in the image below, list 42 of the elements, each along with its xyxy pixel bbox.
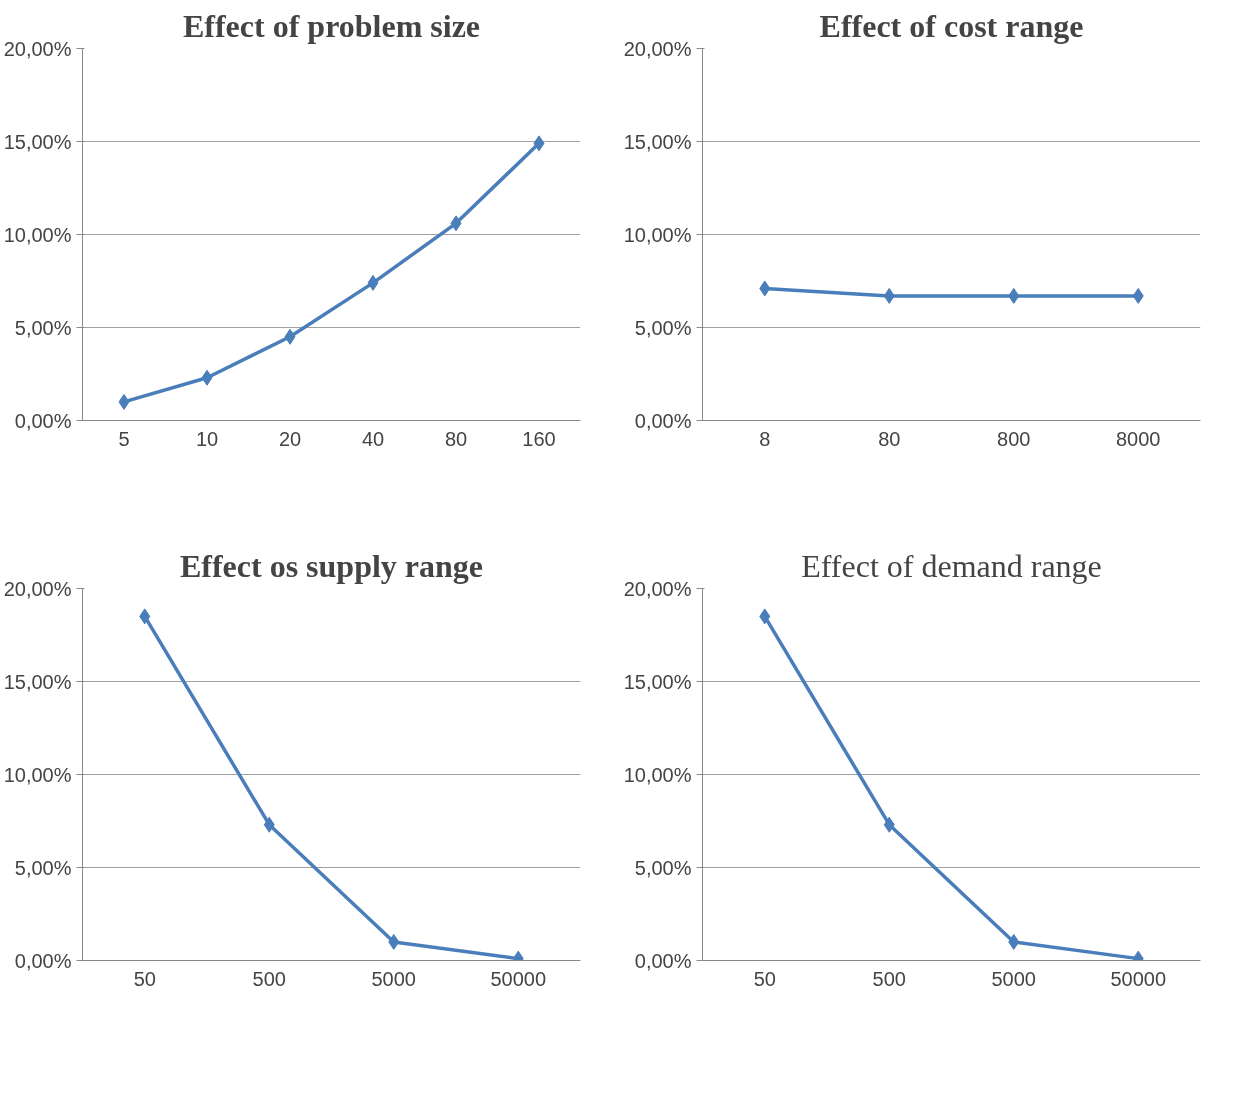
y-tick-label: 5,00% xyxy=(14,316,72,339)
chart-title: Effect of demand range xyxy=(801,547,1102,584)
y-tick-label: 20,00% xyxy=(3,37,72,60)
y-tick-label: 20,00% xyxy=(623,37,692,60)
x-tick-label: 160 xyxy=(522,427,556,450)
x-tick-label: 800 xyxy=(997,427,1031,450)
x-tick-label: 50 xyxy=(753,967,776,990)
x-tick-label: 50 xyxy=(133,967,156,990)
chart-title: Effect of cost range xyxy=(819,7,1084,44)
x-tick-label: 5000 xyxy=(371,967,416,990)
x-tick-label: 500 xyxy=(872,967,906,990)
x-tick-label: 8 xyxy=(759,427,771,450)
x-tick-label: 500 xyxy=(252,967,286,990)
y-tick-label: 15,00% xyxy=(3,130,72,153)
y-tick-label: 10,00% xyxy=(623,223,692,246)
x-tick-label: 8000 xyxy=(1116,427,1161,450)
x-tick-label: 50000 xyxy=(1110,967,1167,990)
y-tick-label: 0,00% xyxy=(14,409,72,432)
y-tick-label: 0,00% xyxy=(634,949,692,972)
chart-title: Effect of problem size xyxy=(182,7,481,44)
y-tick-label: 10,00% xyxy=(3,763,72,786)
chart-title: Effect os supply range xyxy=(179,547,484,584)
x-tick-label: 80 xyxy=(878,427,901,450)
y-tick-label: 20,00% xyxy=(623,577,692,600)
x-tick-label: 5000 xyxy=(991,967,1036,990)
y-tick-label: 15,00% xyxy=(3,670,72,693)
y-tick-label: 0,00% xyxy=(634,409,692,432)
x-tick-label: 20 xyxy=(278,427,302,450)
x-tick-label: 80 xyxy=(444,427,468,450)
y-tick-label: 10,00% xyxy=(623,763,692,786)
y-tick-label: 20,00% xyxy=(3,577,72,600)
y-tick-label: 15,00% xyxy=(623,130,692,153)
x-tick-label: 50000 xyxy=(490,967,547,990)
y-tick-label: 5,00% xyxy=(14,856,72,879)
y-tick-label: 10,00% xyxy=(3,223,72,246)
x-tick-label: 40 xyxy=(361,427,385,450)
y-tick-label: 0,00% xyxy=(14,949,72,972)
x-tick-label: 10 xyxy=(195,427,219,450)
y-tick-label: 5,00% xyxy=(634,316,692,339)
x-tick-label: 5 xyxy=(118,427,130,450)
y-tick-label: 15,00% xyxy=(623,670,692,693)
y-tick-label: 5,00% xyxy=(634,856,692,879)
